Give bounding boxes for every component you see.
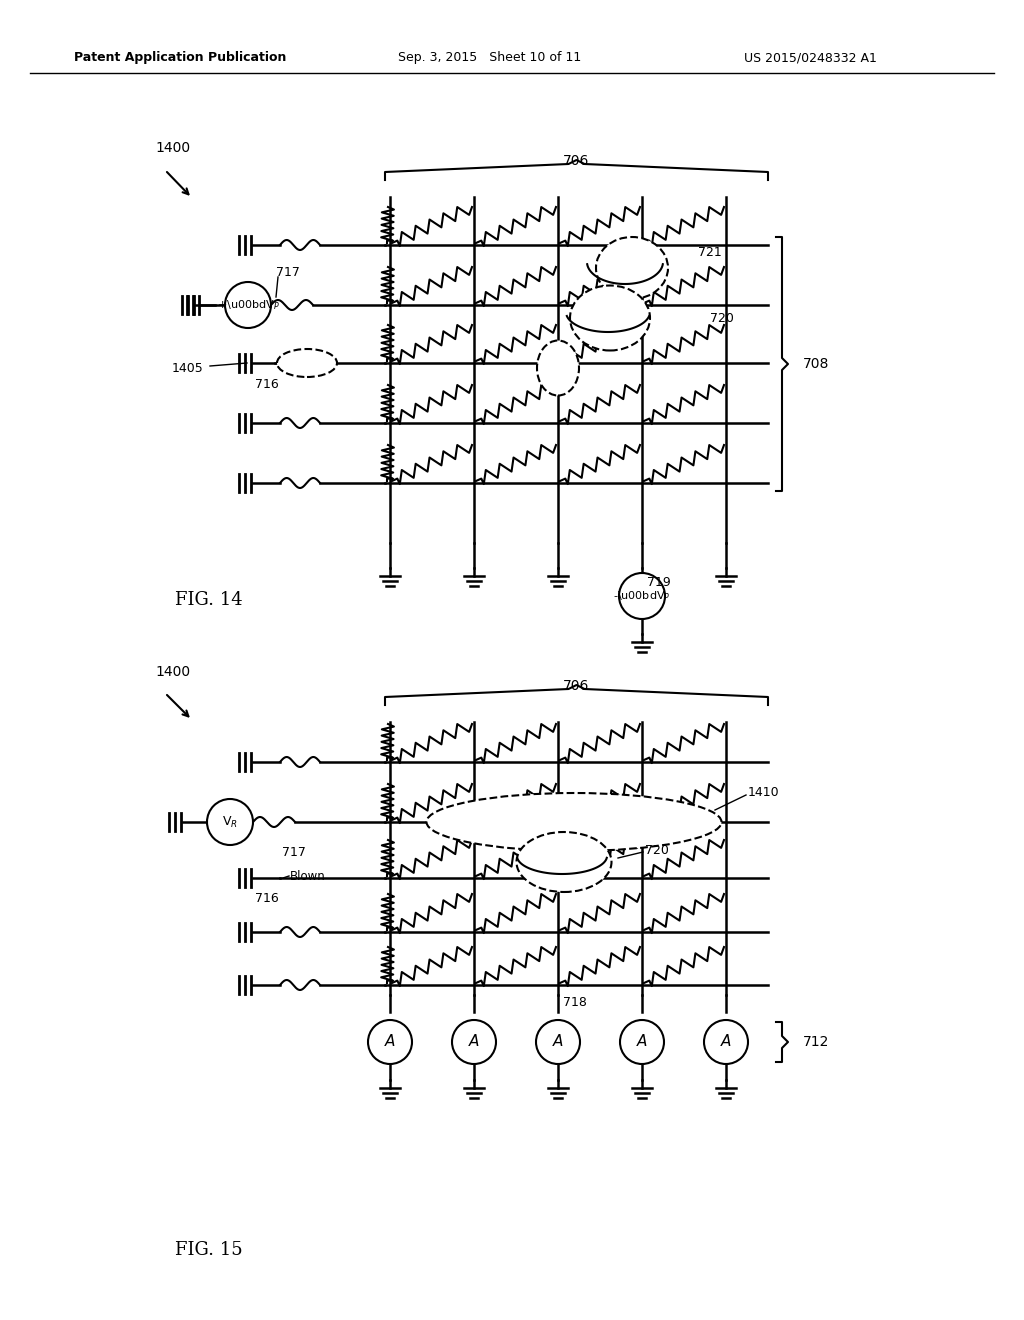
Circle shape — [452, 1020, 496, 1064]
Ellipse shape — [537, 341, 579, 396]
Text: 716: 716 — [255, 379, 279, 392]
Text: Sep. 3, 2015   Sheet 10 of 11: Sep. 3, 2015 Sheet 10 of 11 — [398, 51, 582, 65]
Text: FIG. 14: FIG. 14 — [175, 591, 243, 609]
Text: 1400: 1400 — [155, 141, 190, 154]
Text: 706: 706 — [563, 154, 590, 168]
Circle shape — [536, 1020, 580, 1064]
Circle shape — [207, 799, 253, 845]
Text: 719: 719 — [647, 576, 671, 589]
Text: 706: 706 — [563, 678, 590, 693]
Text: 717: 717 — [282, 846, 306, 858]
Circle shape — [225, 282, 271, 327]
Text: A: A — [469, 1035, 479, 1049]
Text: 1410: 1410 — [748, 785, 779, 799]
Text: 708: 708 — [803, 356, 829, 371]
Circle shape — [368, 1020, 412, 1064]
Text: 720: 720 — [710, 312, 734, 325]
Text: A: A — [553, 1035, 563, 1049]
Text: US 2015/0248332 A1: US 2015/0248332 A1 — [743, 51, 877, 65]
Text: +\u00bdV$_P$: +\u00bdV$_P$ — [217, 298, 280, 312]
Text: 718: 718 — [563, 995, 587, 1008]
Text: 717: 717 — [276, 267, 300, 280]
Text: Blown: Blown — [289, 356, 325, 370]
Ellipse shape — [596, 238, 668, 300]
Text: -\u00bdV$_P$: -\u00bdV$_P$ — [613, 589, 671, 603]
Text: 1400: 1400 — [155, 665, 190, 678]
Text: 720: 720 — [645, 843, 669, 857]
Ellipse shape — [278, 348, 337, 378]
Ellipse shape — [570, 285, 650, 351]
Text: V$_R$: V$_R$ — [222, 814, 238, 829]
Text: A: A — [637, 1035, 647, 1049]
Text: A: A — [385, 1035, 395, 1049]
Text: 721: 721 — [698, 246, 722, 259]
Text: 716: 716 — [255, 891, 279, 904]
Text: 1405: 1405 — [171, 362, 203, 375]
Circle shape — [618, 573, 665, 619]
Text: Patent Application Publication: Patent Application Publication — [74, 51, 286, 65]
Text: FIG. 15: FIG. 15 — [175, 1241, 243, 1259]
Text: A: A — [721, 1035, 731, 1049]
Circle shape — [705, 1020, 748, 1064]
Ellipse shape — [427, 793, 722, 851]
Ellipse shape — [516, 832, 611, 892]
Text: Blown: Blown — [290, 870, 326, 883]
Circle shape — [620, 1020, 664, 1064]
Text: 712: 712 — [803, 1035, 829, 1049]
